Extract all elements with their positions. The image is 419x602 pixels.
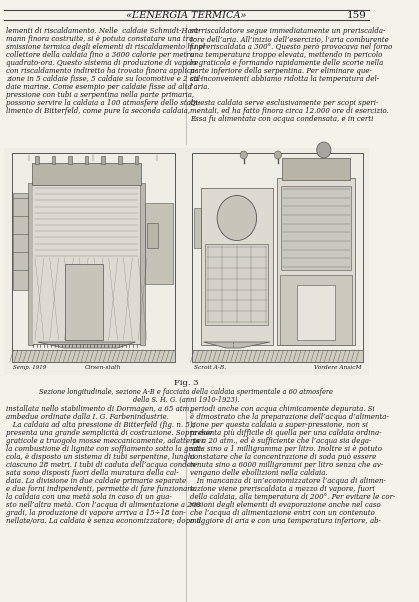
Text: collettore della caldaia fino a 3600 calorie per metro: collettore della caldaia fino a 3600 cal…	[6, 51, 194, 59]
Bar	[5, 148, 369, 375]
Text: Fig. 3: Fig. 3	[174, 379, 199, 387]
Bar	[68, 156, 72, 164]
Text: tazione viene preriscaldata a mezzo di vapore, fuori: tazione viene preriscaldata a mezzo di v…	[190, 485, 375, 493]
Bar	[280, 275, 352, 345]
Text: è dimostrato che la preparazione dell’acqua d’alimenta-: è dimostrato che la preparazione dell’ac…	[190, 413, 388, 421]
Text: periodi anche con acqua chimicamente depurata. Si: periodi anche con acqua chimicamente dep…	[190, 405, 375, 413]
Text: mentali, ed ha fatto finora circa 12.000 ore di esercizio.: mentali, ed ha fatto finora circa 12.000…	[190, 107, 389, 115]
Text: Questa caldaia serve esclusivamente per scopi speri-: Questa caldaia serve esclusivamente per …	[190, 99, 378, 107]
Text: cola, è disposto un sistema di tubi serpentine, lunghi: cola, è disposto un sistema di tubi serp…	[6, 453, 195, 461]
Text: e due forni indipendenti, permette di fare funzionare: e due forni indipendenti, permette di fa…	[6, 485, 195, 493]
Text: mann finora costruite, si è potuta constatare una tra-: mann finora costruite, si è potuta const…	[6, 35, 196, 43]
Text: gradi, la produzione di vapore arriva a 15÷18 ton-: gradi, la produzione di vapore arriva a …	[6, 509, 186, 517]
Text: che l’acqua di alimentazione entri con un contenuto: che l’acqua di alimentazione entri con u…	[190, 509, 375, 517]
Bar	[140, 183, 145, 345]
Text: limento di Bitterfeld, come pure la seconda caldaia,: limento di Bitterfeld, come pure la seco…	[6, 107, 190, 115]
Text: zione in 5 caldaie fisse, 5 caldaie su locomotive e 2 cal-: zione in 5 caldaie fisse, 5 caldaie su l…	[6, 75, 203, 83]
Circle shape	[240, 151, 247, 159]
Text: installata nello stabilimento di Dormagen, a 65 atm.,: installata nello stabilimento di Dormage…	[6, 405, 194, 413]
Text: possono servire la caldaia a 100 atmosfere dello stabi-: possono servire la caldaia a 100 atmosfe…	[6, 99, 200, 107]
Bar	[28, 183, 33, 345]
Text: pressione con tubi a serpentina nella parte primaria,: pressione con tubi a serpentina nella pa…	[6, 91, 194, 99]
Bar	[101, 156, 105, 164]
Bar	[32, 163, 141, 185]
Text: ambedue ordinate dalla I. G. Farbenindustrie.: ambedue ordinate dalla I. G. Farbenindus…	[6, 413, 169, 421]
Text: Cirsen-stath: Cirsen-stath	[85, 365, 122, 370]
Text: vengano delle ebollizioni nella caldaia.: vengano delle ebollizioni nella caldaia.	[190, 469, 327, 477]
Bar	[85, 156, 88, 164]
Text: della S. H. G. (anni 1910-1923).: della S. H. G. (anni 1910-1923).	[133, 396, 240, 403]
Text: la graticola e formando rapidamente delle scorie nella: la graticola e formando rapidamente dell…	[190, 59, 383, 67]
Bar	[134, 156, 138, 164]
Bar	[33, 183, 140, 345]
Text: zione per questa caldaia a super-pressione, non si: zione per questa caldaia a super-pressio…	[190, 421, 368, 429]
Text: la combustione di lignite con soffiamento sotto la grati-: la combustione di lignite con soffiament…	[6, 445, 204, 453]
Text: Vordere AnsicM: Vordere AnsicM	[314, 365, 362, 370]
Bar	[145, 203, 173, 284]
Text: Essa fu alimentata con acqua condensata, e in certi: Essa fu alimentata con acqua condensata,…	[190, 115, 373, 123]
Bar	[65, 264, 103, 340]
Text: sto nell’altra metà. Con l’acqua di alimentazione a 200: sto nell’altra metà. Con l’acqua di alim…	[6, 501, 201, 509]
Text: sti inconvenienti abbiamo ridotta la temperatura del-: sti inconvenienti abbiamo ridotta la tem…	[190, 75, 379, 83]
Text: tenuta sino a 6000 milligrammi per litro senza che av-: tenuta sino a 6000 milligrammi per litro…	[190, 461, 383, 469]
Bar	[12, 350, 175, 362]
Bar	[205, 243, 268, 325]
Text: ciascuno 28 metri. I tubi di caduta dell’acqua conden-: ciascuno 28 metri. I tubi di caduta dell…	[6, 461, 198, 469]
Text: surriscaldatore segue immediatamente un preriscalda-: surriscaldatore segue immediatamente un …	[190, 27, 385, 35]
Text: una temperatura troppo elevata, mettendo in pericolo: una temperatura troppo elevata, mettendo…	[190, 51, 382, 59]
Text: daia. La divisione in due caldaie primarie separate: daia. La divisione in due caldaie primar…	[6, 477, 186, 485]
Text: rosioni degli elementi di evaporazione anche nel caso: rosioni degli elementi di evaporazione a…	[190, 501, 380, 509]
Bar	[282, 158, 350, 180]
Text: con riscaldamento indiretto ha trovato finora applica-: con riscaldamento indiretto ha trovato f…	[6, 67, 197, 75]
Bar	[35, 156, 39, 164]
Text: la caldaia con una metà sola in caso di un gua-: la caldaia con una metà sola in caso di …	[6, 493, 172, 501]
Text: tore dell’aria. All’inizio dell’esercizio, l’aria comburente: tore dell’aria. All’inizio dell’esercizi…	[190, 35, 388, 43]
Text: In mancanza di un’economizzatore l’acqua di alimen-: In mancanza di un’economizzatore l’acqua…	[190, 477, 385, 485]
Text: parte inferiore della serpentina. Per eliminare que-: parte inferiore della serpentina. Per el…	[190, 67, 372, 75]
Bar	[118, 156, 122, 164]
Text: della caldaia, alla temperatura di 200°. Per evitare le cor-: della caldaia, alla temperatura di 200°.…	[190, 493, 395, 501]
Text: smissione termica degli elementi di riscaldamento h nel: smissione termica degli elementi di risc…	[6, 43, 205, 51]
Bar	[281, 186, 352, 270]
Bar	[297, 285, 336, 340]
Text: presenta una grande semplicità di costruzione. Sopra due: presenta una grande semplicità di costru…	[6, 429, 212, 437]
Circle shape	[317, 142, 331, 158]
Text: sata sino a 1 milligramma per litro. Inoltre si è potuto: sata sino a 1 milligramma per litro. Ino…	[190, 445, 382, 453]
Text: graticole a truogolo mosse meccanicamente, adatte per: graticole a truogolo mosse meccanicament…	[6, 437, 204, 445]
Polygon shape	[38, 342, 135, 348]
Text: Sezione longitudinale, sezione A-B e facciata della caldaia sperimentale a 60 at: Sezione longitudinale, sezione A-B e fac…	[39, 388, 333, 396]
Ellipse shape	[217, 196, 256, 241]
Text: Scroit A-B.: Scroit A-B.	[194, 365, 226, 370]
Text: 159: 159	[347, 11, 367, 20]
Bar	[201, 188, 273, 345]
Text: La caldaia ad alta pressione di Bitterfeld (fig. n. 5),: La caldaia ad alta pressione di Bitterfe…	[6, 421, 195, 429]
Polygon shape	[204, 342, 270, 348]
Circle shape	[274, 151, 282, 159]
Text: quadrato-ora. Questo sistema di produzione di vapore: quadrato-ora. Questo sistema di produzio…	[6, 59, 199, 67]
Bar	[192, 350, 363, 362]
Text: ria a 20 atm., ed è sufficiente che l’acqua sia dega-: ria a 20 atm., ed è sufficiente che l’ac…	[190, 437, 371, 445]
Text: maggiore di aria e con una temperatura inferiore, ab-: maggiore di aria e con una temperatura i…	[190, 517, 381, 525]
Text: fu preriscaldata a 300°. Questo però provocava nel forno: fu preriscaldata a 300°. Questo però pro…	[190, 43, 393, 51]
Bar	[12, 153, 175, 362]
Text: «L’ENERGIA TERMICA»: «L’ENERGIA TERMICA»	[126, 11, 246, 20]
Bar	[194, 208, 201, 248]
Text: sata sono disposti fuori della muratura della cal-: sata sono disposti fuori della muratura …	[6, 469, 179, 477]
Text: lementi di riscaldamento. Nelle  caldaie Schmidt-Hart-: lementi di riscaldamento. Nelle caldaie …	[6, 27, 201, 35]
Text: Semp. 1919: Semp. 1919	[13, 365, 47, 370]
Bar	[52, 156, 55, 164]
Text: nellate/ora. La caldaia è senza economizzatore; dopo il: nellate/ora. La caldaia è senza economiz…	[6, 517, 202, 525]
Text: constatare che la concentrazione di soda può essere: constatare che la concentrazione di soda…	[190, 453, 376, 461]
Text: daie marine. Come esempio per caldaie fisse ad alta: daie marine. Come esempio per caldaie fi…	[6, 83, 192, 91]
Bar	[277, 178, 355, 345]
Text: presenta più difficile di quella per una caldaia ordina-: presenta più difficile di quella per una…	[190, 429, 381, 437]
Bar	[192, 153, 363, 362]
Bar	[147, 223, 158, 248]
Bar	[13, 193, 28, 290]
Text: l’aria.: l’aria.	[190, 83, 210, 91]
